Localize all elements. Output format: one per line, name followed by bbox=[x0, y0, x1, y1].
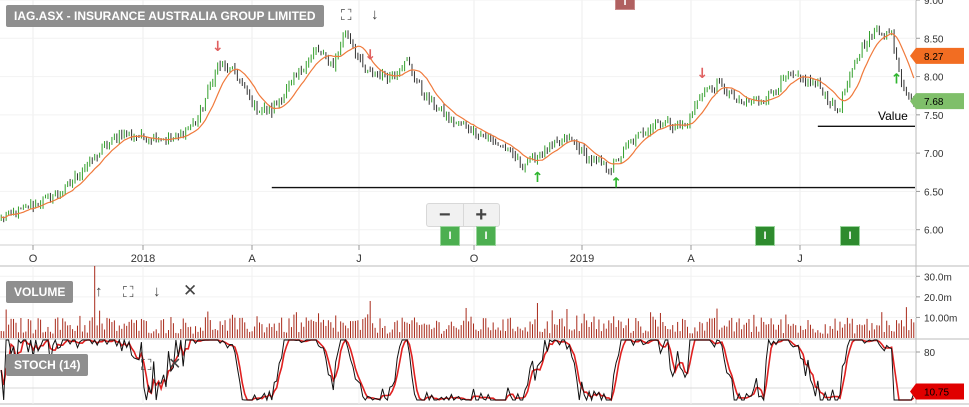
buy-signal-arrow-icon: ↑ bbox=[610, 176, 622, 192]
y-tick-label: 8.00 bbox=[924, 73, 944, 84]
sell-signal-arrow-icon: ↓ bbox=[696, 66, 708, 82]
stoch-d-line bbox=[0, 338, 915, 402]
close-icon[interactable]: ✕ bbox=[168, 356, 182, 373]
stoch-value-tag: 10.75 bbox=[924, 388, 949, 399]
x-tick-label: 2019 bbox=[570, 253, 594, 265]
x-tick-label: O bbox=[470, 253, 479, 265]
event-marker[interactable]: I bbox=[840, 226, 860, 246]
last-price-tag-bg bbox=[910, 47, 964, 64]
sell-signal-arrow-icon: ↓ bbox=[212, 39, 224, 55]
ma-price-tag-bg bbox=[910, 93, 964, 110]
stoch-value-tag-bg bbox=[910, 383, 964, 400]
last-price-tag: 8.27 bbox=[924, 52, 944, 63]
volume-panel-label[interactable]: VOLUME bbox=[6, 281, 74, 303]
x-tick-label: J bbox=[356, 253, 362, 265]
arrow-up-icon[interactable]: ↑ bbox=[95, 283, 103, 300]
zoom-control: − + bbox=[426, 203, 500, 227]
x-tick-label: A bbox=[687, 253, 695, 265]
x-tick-label: A bbox=[248, 253, 256, 265]
close-icon[interactable]: ✕ bbox=[183, 281, 198, 300]
ma-price-tag: 7.68 bbox=[924, 97, 944, 108]
moving-average-line bbox=[0, 32, 915, 219]
expand-icon[interactable]: ⛶ bbox=[341, 7, 352, 24]
y-tick-label: 9.00 bbox=[924, 0, 944, 7]
y-tick-label: 8.50 bbox=[924, 34, 944, 45]
event-marker[interactable]: I bbox=[476, 226, 496, 246]
event-marker-top[interactable]: I bbox=[615, 0, 635, 10]
y-tick-label: 6.00 bbox=[924, 226, 944, 237]
zoom-in-button[interactable]: + bbox=[475, 204, 488, 226]
stoch-panel-label[interactable]: STOCH (14) bbox=[6, 354, 89, 376]
zoom-out-button[interactable]: − bbox=[427, 204, 464, 226]
event-marker[interactable]: I bbox=[755, 226, 775, 246]
support-line-label: Value bbox=[878, 109, 908, 123]
arrow-down-icon[interactable]: ↓ bbox=[153, 283, 161, 300]
expand-icon[interactable]: ⛶ bbox=[123, 284, 134, 301]
volume-y-tick-label: 10.00m bbox=[924, 313, 957, 324]
event-marker[interactable]: I bbox=[440, 226, 460, 246]
x-tick-label: O bbox=[29, 253, 38, 265]
volume-y-tick-label: 30.0m bbox=[924, 272, 952, 283]
stoch-k-line bbox=[0, 338, 915, 402]
y-tick-label: 6.50 bbox=[924, 187, 944, 198]
y-tick-label: 7.50 bbox=[924, 111, 944, 122]
volume-y-tick-label: 20.0m bbox=[924, 293, 952, 304]
buy-signal-arrow-icon: ↑ bbox=[532, 170, 544, 186]
buy-signal-arrow-icon: ↑ bbox=[891, 71, 903, 87]
expand-icon[interactable]: ⛶ bbox=[141, 357, 152, 374]
stoch-y-tick-label: 80 bbox=[924, 348, 936, 359]
x-tick-label: J bbox=[797, 253, 803, 265]
sell-signal-arrow-icon: ↓ bbox=[364, 48, 376, 64]
x-tick-label: 2018 bbox=[131, 253, 155, 265]
symbol-title-badge[interactable]: IAG.ASX - INSURANCE AUSTRALIA GROUP LIMI… bbox=[6, 5, 324, 27]
arrow-down-icon[interactable]: ↓ bbox=[371, 6, 379, 23]
y-tick-label: 7.00 bbox=[924, 149, 944, 160]
